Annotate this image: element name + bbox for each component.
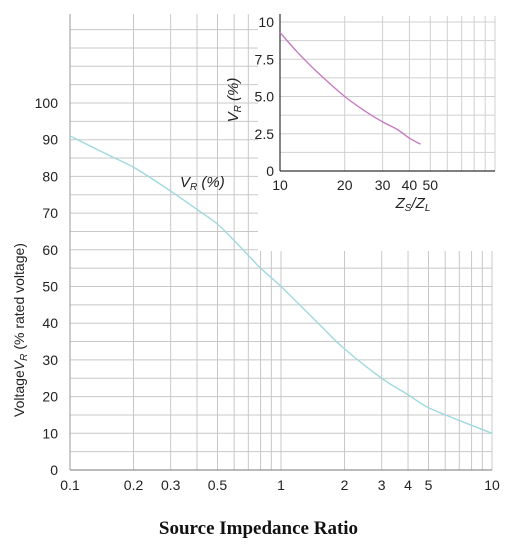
y-tick-label: 40 <box>42 315 58 331</box>
x-tick-label: 10 <box>484 477 500 493</box>
inset-y-axis-label: VR (%) <box>225 78 244 123</box>
inset-series-line <box>279 31 421 145</box>
inset-x-tick-label: 40 <box>402 177 418 193</box>
main-axes <box>69 14 492 471</box>
inset-background <box>258 8 506 251</box>
main-series-line <box>69 135 493 434</box>
x-tick-label: 1 <box>277 477 285 493</box>
inset-x-tick-label: 30 <box>375 177 391 193</box>
inset-y-tick-label: 10 <box>258 14 274 30</box>
x-tick-label: 5 <box>425 477 433 493</box>
y-tick-label: 60 <box>42 242 58 258</box>
x-tick-label: 3 <box>378 477 386 493</box>
inset-series <box>279 31 421 145</box>
x-tick-label: 0.5 <box>208 477 228 493</box>
x-tick-label: 4 <box>404 477 412 493</box>
inset-y-tick-label: 5.0 <box>255 89 275 105</box>
inset-y-tick-label: 7.5 <box>255 51 275 67</box>
y-tick-label: 20 <box>42 389 58 405</box>
y-tick-label: 80 <box>42 168 58 184</box>
y-tick-label: 70 <box>42 205 58 221</box>
x-axis-title: Source Impedance Ratio <box>158 518 359 539</box>
vr-annotation: VR (%) <box>180 174 225 193</box>
inset-chart: 10 20 30 40 50 0 2.5 5.0 7.5 10 VR (%) ZS/ZL <box>225 8 506 251</box>
y-tick-label: 0 <box>50 462 58 478</box>
x-tick-label: 2 <box>341 477 349 493</box>
main-series <box>69 135 493 434</box>
y-axis-label: VoltageVR(% rated voltage) <box>11 243 30 417</box>
inset-x-ticks: 10 20 30 40 50 <box>272 177 438 193</box>
y-tick-label: 10 <box>42 425 58 441</box>
inset-y-tick-label: 2.5 <box>255 126 275 142</box>
y-tick-label: 50 <box>42 279 58 295</box>
inset-axes <box>279 14 495 172</box>
x-tick-label: 0.3 <box>161 477 181 493</box>
y-tick-label: 90 <box>42 132 58 148</box>
inset-x-tick-label: 20 <box>337 177 353 193</box>
main-x-ticks: 0.1 0.2 0.3 0.5 1 2 3 4 5 10 <box>60 477 500 493</box>
inset-y-ticks: 0 2.5 5.0 7.5 10 <box>255 14 275 179</box>
x-tick-label: 0.2 <box>124 477 144 493</box>
y-tick-label: 30 <box>42 352 58 368</box>
inset-y-tick-label: 0 <box>266 163 274 179</box>
inset-x-tick-label: 50 <box>422 177 438 193</box>
x-tick-label: 0.1 <box>60 477 80 493</box>
main-y-ticks: 0 10 20 30 40 50 60 70 80 90 100 <box>35 95 59 478</box>
inset-x-tick-label: 10 <box>272 177 288 193</box>
y-tick-label: 100 <box>35 95 59 111</box>
inset-x-axis-label: ZS/ZL <box>395 195 431 214</box>
